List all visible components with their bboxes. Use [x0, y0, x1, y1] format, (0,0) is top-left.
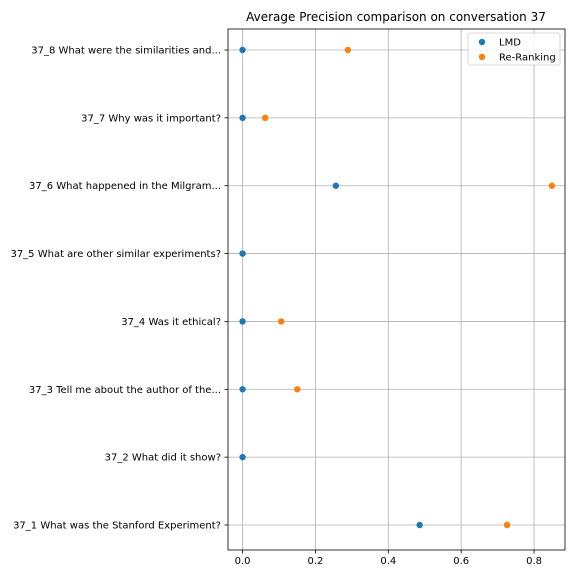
- x-tick-label: 0.0: [235, 556, 251, 567]
- data-point: [239, 453, 246, 461]
- data-point: [344, 46, 352, 54]
- legend-marker: [478, 38, 486, 46]
- chart-title: Average Precision comparison on conversa…: [246, 10, 546, 24]
- data-point: [261, 114, 269, 122]
- y-tick-label: 37_5 What are other similar experiments?: [10, 249, 221, 260]
- x-tick-label: 0.8: [526, 556, 542, 567]
- x-axis: 0.0 0.2 0.4 0.6 0.8: [235, 550, 542, 567]
- x-tick-label: 0.2: [307, 556, 323, 567]
- legend-label: Re-Ranking: [499, 53, 556, 64]
- data-point: [239, 386, 246, 393]
- grid: [228, 29, 565, 550]
- data-point: [239, 250, 246, 257]
- data-point: [503, 521, 511, 529]
- data-point: [239, 114, 246, 122]
- legend-label: LMD: [499, 38, 521, 49]
- data-point: [548, 182, 556, 189]
- legend: LMD Re-Ranking: [467, 32, 561, 66]
- data-points: [239, 46, 556, 529]
- y-tick-label: 37_4 Was it ethical?: [121, 317, 221, 328]
- y-tick-label: 37_3 Tell me about the author of the...: [29, 385, 221, 396]
- legend-marker: [478, 53, 486, 61]
- y-tick-label: 37_6 What happened in the Milgram...: [29, 181, 221, 192]
- legend-box: [467, 32, 561, 66]
- data-point: [239, 46, 246, 54]
- y-tick-label: 37_2 What did it show?: [105, 453, 221, 464]
- y-tick-label: 37_1 What was the Stanford Experiment?: [13, 521, 221, 532]
- data-point: [332, 182, 340, 189]
- data-point: [294, 386, 301, 393]
- x-tick-label: 0.4: [380, 556, 396, 567]
- plot-frame: [227, 28, 566, 551]
- y-tick-label: 37_8 What were the similarities and...: [31, 46, 221, 57]
- data-point: [277, 318, 285, 325]
- data-point: [416, 521, 423, 529]
- y-tick-label: 37_7 Why was it important?: [81, 113, 221, 124]
- y-axis: 37_1 What was the Stanford Experiment? 37…: [10, 46, 228, 532]
- data-point: [239, 318, 246, 325]
- x-tick-label: 0.6: [453, 556, 469, 567]
